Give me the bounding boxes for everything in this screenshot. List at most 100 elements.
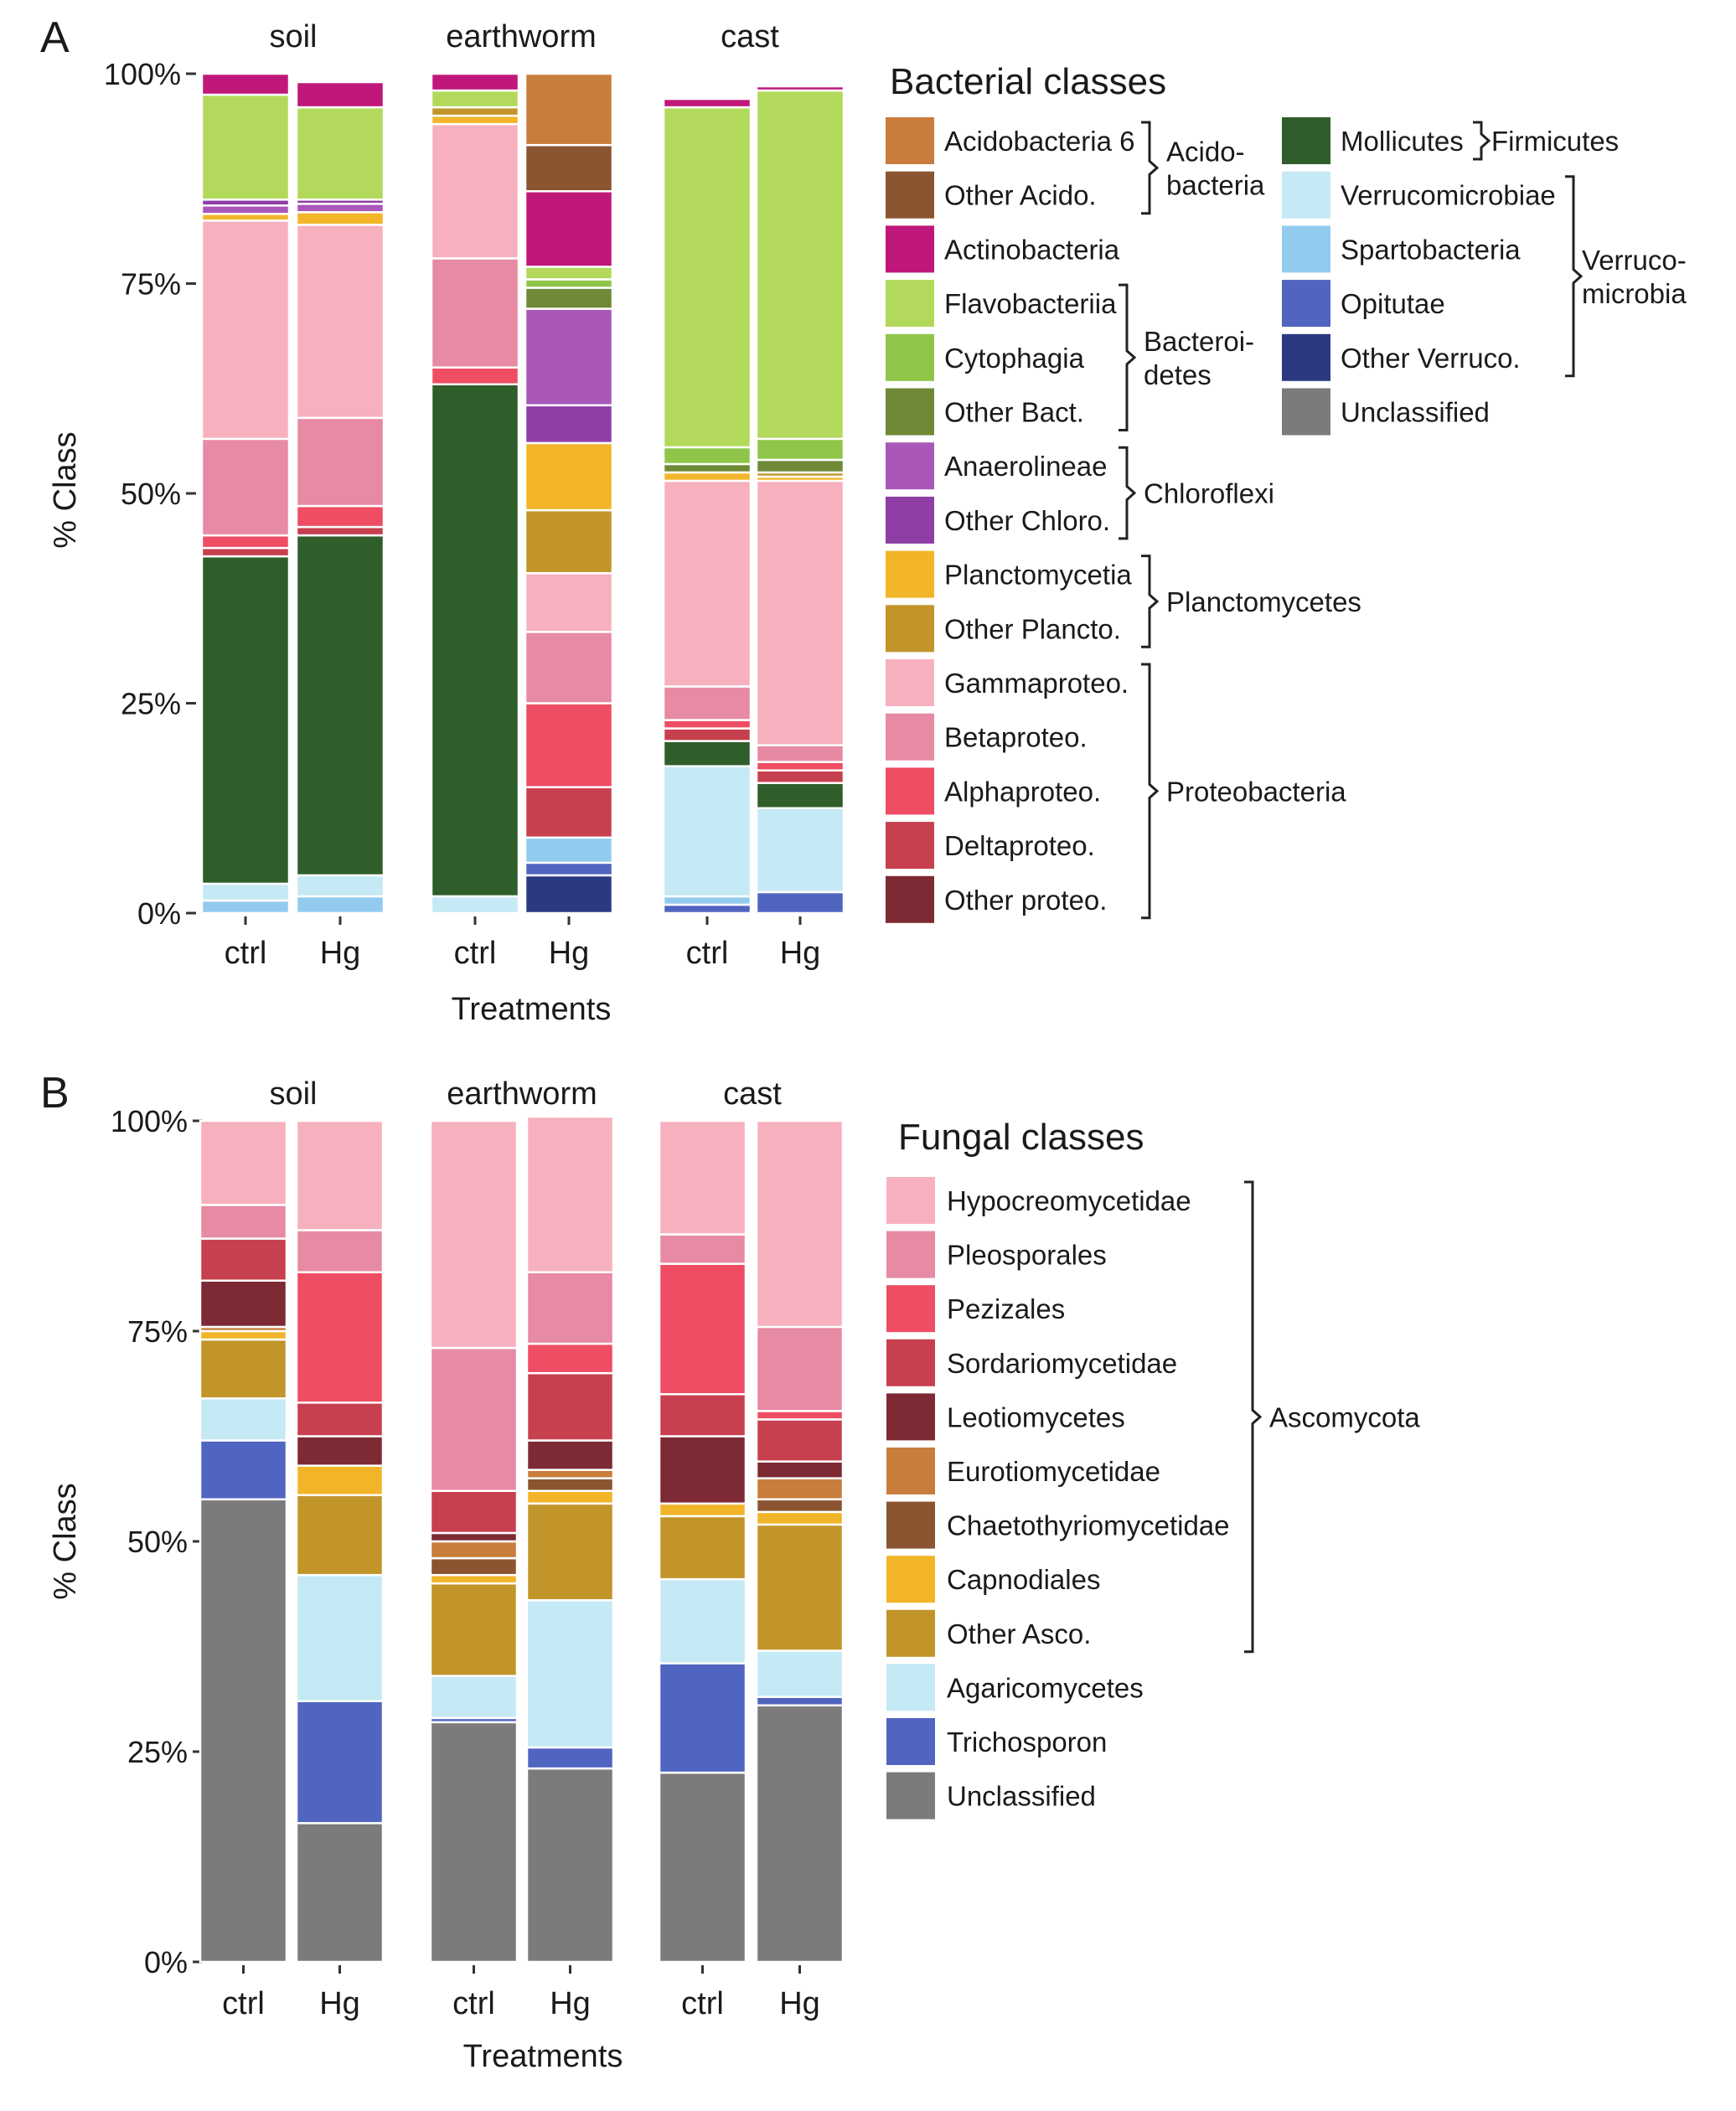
bar-segment-leotiomycetes [429, 1531, 519, 1543]
bar-segment-cytophagia [755, 437, 845, 462]
bar-segment-chaetothyriomycetidae [429, 1556, 519, 1577]
bar-segment-other-asco [295, 1494, 385, 1577]
legend-brace [1565, 175, 1584, 378]
panel-b-y-tick-label: 0% [144, 1945, 188, 1979]
legend-label-unclassified: Unclassified [1341, 397, 1490, 428]
panel-a-category-earthworm-hg: Hg [549, 936, 590, 971]
legend-swatch-alphaproteo [886, 767, 934, 815]
bar-segment-gammaproteo [524, 571, 614, 633]
bar-segment-actinobacteria [755, 85, 845, 92]
bar-segment-sordariomycetidae [199, 1237, 288, 1283]
panel-a-y-tick-label: 50% [121, 477, 181, 511]
bar-segment-unclassified [295, 1822, 385, 1964]
bar-segment-flavobacteriia [430, 89, 520, 109]
bar-segment-capnodiales [525, 1489, 615, 1505]
legend-label-capnodiales: Capnodiales [947, 1564, 1100, 1595]
legend-label-pezizales: Pezizales [947, 1293, 1065, 1324]
bar-segment-mollicutes [200, 555, 291, 885]
bar-segment-pleosporales [199, 1204, 288, 1240]
bar-segment-mollicutes [295, 534, 385, 877]
bar-segment-betaproteo [200, 437, 291, 537]
bar-segment-unclassified [755, 1704, 845, 1964]
bar-segment-flavobacteriia [755, 89, 845, 441]
bar-segment-verrucomicrobiae [200, 882, 291, 902]
bar-segment-anaerolineae [295, 203, 385, 214]
legend-swatch-opitutae [1282, 280, 1330, 328]
bar-segment-deltaproteo [295, 525, 385, 537]
legend-brace [1141, 121, 1160, 215]
legend-swatch-other-chloro [886, 496, 934, 544]
bar-segment-planctomycetia [524, 441, 614, 512]
bar-segment-betaproteo [524, 631, 614, 705]
bar-segment-alphaproteo [200, 534, 291, 550]
panel-b-y-tick-label: 25% [127, 1735, 188, 1769]
bar-segment-capnodiales [295, 1464, 385, 1497]
legend-swatch-verrucomicrobiae [1282, 171, 1330, 219]
bar-segment-other-bact [662, 462, 752, 474]
legend-swatch-capnodiales [886, 1556, 935, 1603]
bar-segment-deltaproteo [662, 727, 752, 742]
panel-b-legend: Hypocreomycetidae Pleosporales Pezizales So… [886, 1177, 1420, 1819]
panel-b-y-tick-label: 100% [111, 1104, 188, 1138]
legend-label-cytophagia: Cytophagia [944, 343, 1085, 374]
legend-swatch-leotiomycetes [886, 1393, 935, 1441]
bar-segment-trichosporon [658, 1662, 747, 1774]
bar-segment-other-asco [429, 1582, 519, 1677]
panel-a-legend: Acidobacteria 6 Other Acido. Actinobacteri… [886, 117, 1687, 923]
bar-segment-agaricomycetes [658, 1577, 747, 1665]
bar-segment-capnodiales [199, 1329, 288, 1341]
bar-segment-actinobacteria [430, 72, 520, 92]
legend-phylum-bacteroi-detes: Bacteroi-detes [1144, 326, 1254, 390]
bar-segment-pleosporales [755, 1325, 845, 1412]
bar-segment-chaetothyriomycetidae [755, 1498, 845, 1514]
legend-swatch-other-bact [886, 388, 934, 436]
bar-segment-sordariomycetidae [295, 1401, 385, 1437]
legend-swatch-agaricomycetes [886, 1664, 935, 1711]
bar-segment-capnodiales [658, 1502, 747, 1518]
legend-label-spartobacteria: Spartobacteria [1341, 234, 1521, 265]
legend-label-planctomycetia: Planctomycetia [944, 560, 1132, 591]
panel-b-bar-cast-hg [755, 1119, 845, 1964]
panel-b-legend-title: Fungal classes [898, 1117, 1144, 1158]
bar-segment-pezizales [525, 1342, 615, 1375]
bar-segment-actinobacteria [295, 80, 385, 109]
legend-phylum-proteobacteria: Proteobacteria [1166, 776, 1346, 807]
bar-segment-unclassified [525, 1767, 615, 1964]
bar-segment-opitutae [524, 861, 614, 877]
panel-a-letter: A [40, 13, 70, 62]
legend-brace [1141, 663, 1160, 920]
bar-segment-flavobacteriia [200, 93, 291, 201]
legend-label-eurotiomycetidae: Eurotiomycetidae [947, 1456, 1160, 1487]
bar-segment-trichosporon [295, 1700, 385, 1825]
legend-swatch-mollicutes [1282, 117, 1330, 164]
legend-swatch-other-verruco [1282, 333, 1330, 381]
panel-b-category-labels: ctrl Hg ctrl Hg ctrl Hg [222, 1965, 820, 2021]
panel-a-facet-earthworm: earthworm [446, 19, 597, 54]
bar-segment-verrucomicrobiae [430, 895, 520, 915]
legend-swatch-other-acido [886, 171, 934, 219]
panel-b-y-axis: 0% 25% 50% 75% 100% [111, 1104, 203, 1979]
panel-a-y-axis-title: % Class [48, 431, 83, 548]
legend-label-deltaproteo: Deltaproteo. [944, 830, 1095, 861]
bar-segment-agaricomycetes [755, 1649, 845, 1698]
bar-segment-leotiomycetes [199, 1279, 288, 1329]
bar-segment-trichosporon [199, 1439, 288, 1501]
bar-segment-spartobacteria [524, 836, 614, 865]
panel-a-category-cast-ctrl: ctrl [686, 936, 729, 971]
panel-b-category-soil-hg: Hg [319, 1986, 360, 2021]
legend-swatch-spartobacteria [1282, 225, 1330, 273]
bar-segment-unclassified [658, 1771, 747, 1964]
panel-a-x-axis-title: Treatments [452, 992, 612, 1027]
legend-label-other-asco: Other Asco. [947, 1618, 1091, 1649]
legend-brace [1244, 1180, 1263, 1654]
legend-label-flavobacteriia: Flavobacteriia [944, 288, 1117, 319]
bar-segment-eurotiomycetidae [755, 1477, 845, 1501]
bar-segment-anaerolineae [524, 307, 614, 407]
bar-segment-chaetothyriomycetidae [525, 1477, 615, 1493]
panel-a-y-tick-label: 25% [121, 687, 181, 721]
bar-segment-betaproteo [295, 416, 385, 508]
bar-segment-verrucomicrobiae [662, 765, 752, 898]
bar-segment-trichosporon [525, 1746, 615, 1770]
panel-a-bar-cast-ctrl [662, 97, 752, 915]
